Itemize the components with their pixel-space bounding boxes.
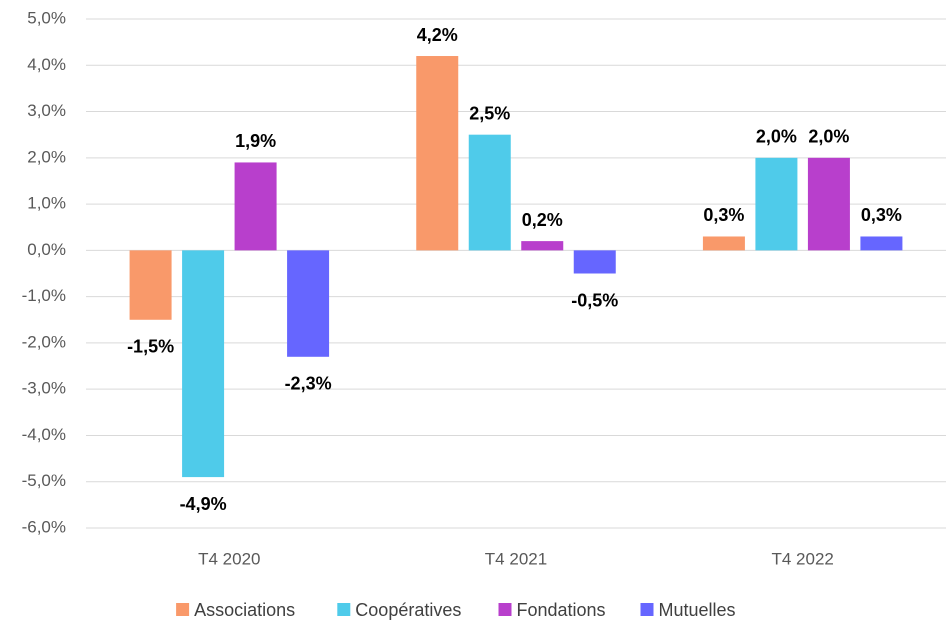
bar <box>234 162 277 251</box>
legend-swatch <box>176 603 190 616</box>
bar <box>416 56 459 251</box>
y-tick-label: -1,0% <box>22 286 66 305</box>
data-label: 1,9% <box>235 131 276 151</box>
bar <box>807 157 850 251</box>
legend-label: Fondations <box>517 600 606 620</box>
bar <box>468 134 511 251</box>
x-tick-label: T4 2021 <box>485 549 547 568</box>
bar <box>287 250 330 357</box>
legend-swatch <box>640 603 654 616</box>
y-tick-label: 1,0% <box>27 194 66 213</box>
y-tick-label: 2,0% <box>27 147 66 166</box>
bar <box>860 236 903 251</box>
bar <box>573 250 616 274</box>
x-tick-label: T4 2020 <box>198 549 260 568</box>
y-tick-label: -3,0% <box>22 379 66 398</box>
data-label: 2,5% <box>469 103 510 123</box>
y-tick-label: 0,0% <box>27 240 66 259</box>
legend-swatch <box>498 603 512 616</box>
legend-label: Mutuelles <box>659 600 736 620</box>
bar <box>521 241 564 251</box>
bar <box>755 157 798 251</box>
data-label: 0,3% <box>861 205 902 225</box>
data-label: 0,3% <box>703 205 744 225</box>
data-label: -1,5% <box>127 337 174 357</box>
legend-label: Coopératives <box>355 600 461 620</box>
y-tick-label: -2,0% <box>22 332 66 351</box>
data-label: -0,5% <box>571 290 618 310</box>
legend-swatch <box>337 603 351 616</box>
data-label: 2,0% <box>808 127 849 147</box>
data-label: 2,0% <box>756 127 797 147</box>
y-tick-label: -5,0% <box>22 471 66 490</box>
y-tick-label: 3,0% <box>27 101 66 120</box>
data-label: 4,2% <box>417 25 458 45</box>
data-label: 0,2% <box>522 210 563 230</box>
legend-label: Associations <box>194 600 295 620</box>
y-tick-label: -6,0% <box>22 517 66 536</box>
data-label: -2,3% <box>285 374 332 394</box>
bar <box>129 250 172 320</box>
x-tick-label: T4 2022 <box>771 549 833 568</box>
data-label: -4,9% <box>180 494 227 514</box>
bar <box>702 236 745 251</box>
bar <box>182 250 225 478</box>
y-tick-label: 4,0% <box>27 55 66 74</box>
y-tick-label: 5,0% <box>27 8 66 27</box>
y-tick-label: -4,0% <box>22 425 66 444</box>
